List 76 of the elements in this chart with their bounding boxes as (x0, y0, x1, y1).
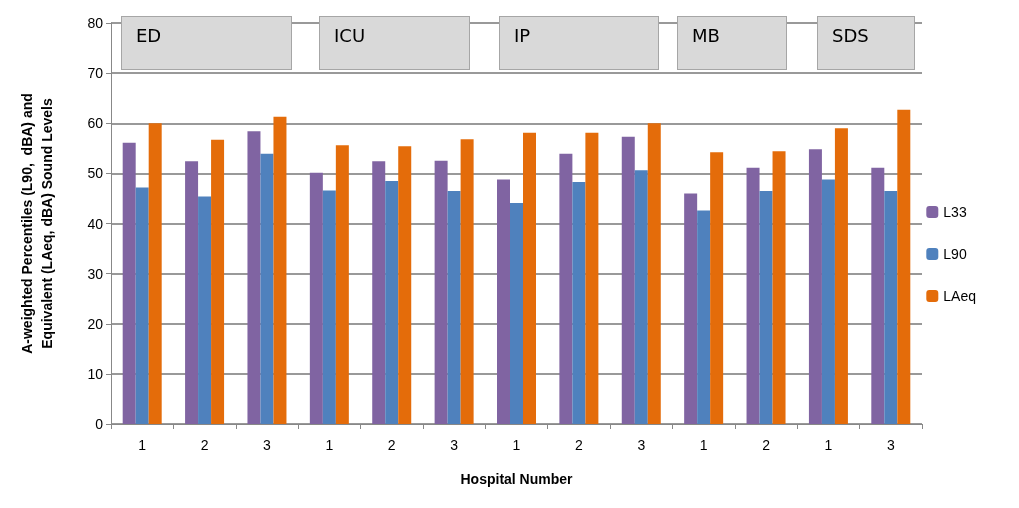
bar (135, 187, 149, 424)
y-tick-label: 80 (87, 15, 104, 31)
label-box: ED (121, 16, 292, 70)
bar (834, 128, 848, 424)
label-box: SDS (817, 16, 915, 70)
bar (148, 123, 162, 424)
x-axis-title: Hospital Number (460, 471, 574, 487)
bar (322, 190, 336, 424)
bar (621, 136, 635, 424)
bar (447, 190, 461, 424)
bar (247, 131, 261, 424)
bar (309, 172, 323, 424)
legend-label: L33 (943, 204, 967, 220)
bar (634, 170, 648, 424)
bar (385, 180, 399, 424)
bar (460, 139, 474, 424)
bar (273, 116, 287, 424)
y-tick-label: 30 (87, 265, 104, 282)
bar (335, 145, 349, 424)
y-axis-title: A-weighted Percentiles (L90, dBA) and Equivalent (LAeq, dBA) Sound Levels (19, 93, 55, 354)
y-tick-label: 0 (95, 416, 104, 432)
bar (808, 149, 822, 424)
bar (821, 179, 835, 424)
bar (559, 153, 573, 424)
bar (572, 181, 586, 424)
label-box: IP (499, 16, 659, 70)
bar (398, 146, 412, 424)
bar (871, 167, 885, 424)
bar (710, 152, 724, 424)
x-tick-label: 3 (886, 437, 895, 453)
bar (372, 161, 386, 424)
bar (260, 153, 274, 424)
x-tick-label: 3 (263, 437, 272, 453)
bar (198, 196, 212, 424)
x-tick-label: 1 (824, 437, 833, 453)
bar (122, 142, 136, 424)
x-tick-label: 1 (138, 437, 147, 453)
y-tick-label: 70 (87, 65, 104, 82)
label-box: ICU (319, 16, 470, 70)
x-tick-label: 2 (200, 437, 209, 453)
x-tick-label: 3 (637, 437, 646, 453)
legend-label: LAeq (943, 288, 977, 304)
bar (523, 132, 536, 424)
bar (510, 202, 523, 424)
bar (647, 123, 661, 424)
bar (697, 210, 711, 424)
x-tick-label: 2 (574, 437, 583, 453)
bar (746, 167, 760, 424)
x-tick-label: 1 (512, 437, 521, 453)
bar (897, 109, 911, 424)
annotation: SDS (832, 25, 869, 46)
bar (497, 179, 510, 424)
bar (772, 151, 786, 424)
annotation: ED (136, 25, 162, 46)
x-tick-label: 3 (450, 437, 459, 453)
bar (585, 132, 599, 424)
x-tick-label: 2 (762, 437, 771, 453)
x-tick-label: 2 (387, 437, 396, 453)
y-tick-label: 50 (87, 165, 104, 182)
label-box: MB (677, 16, 787, 70)
y-tick-label: 20 (87, 315, 104, 332)
annotation: MB (692, 25, 720, 46)
x-tick-label: 1 (699, 437, 708, 453)
y-tick-label: 40 (87, 215, 104, 232)
y-tick-label: 10 (87, 365, 104, 382)
bar (884, 190, 898, 424)
legend-label: L90 (943, 246, 967, 262)
x-tick-label: 1 (325, 437, 334, 453)
annotation: IP (514, 25, 531, 46)
y-tick-label: 60 (87, 115, 104, 132)
bar (185, 161, 199, 424)
bar (684, 193, 698, 424)
bar (434, 160, 448, 424)
bar (211, 139, 225, 424)
bar (759, 190, 773, 424)
annotation: ICU (334, 25, 366, 46)
